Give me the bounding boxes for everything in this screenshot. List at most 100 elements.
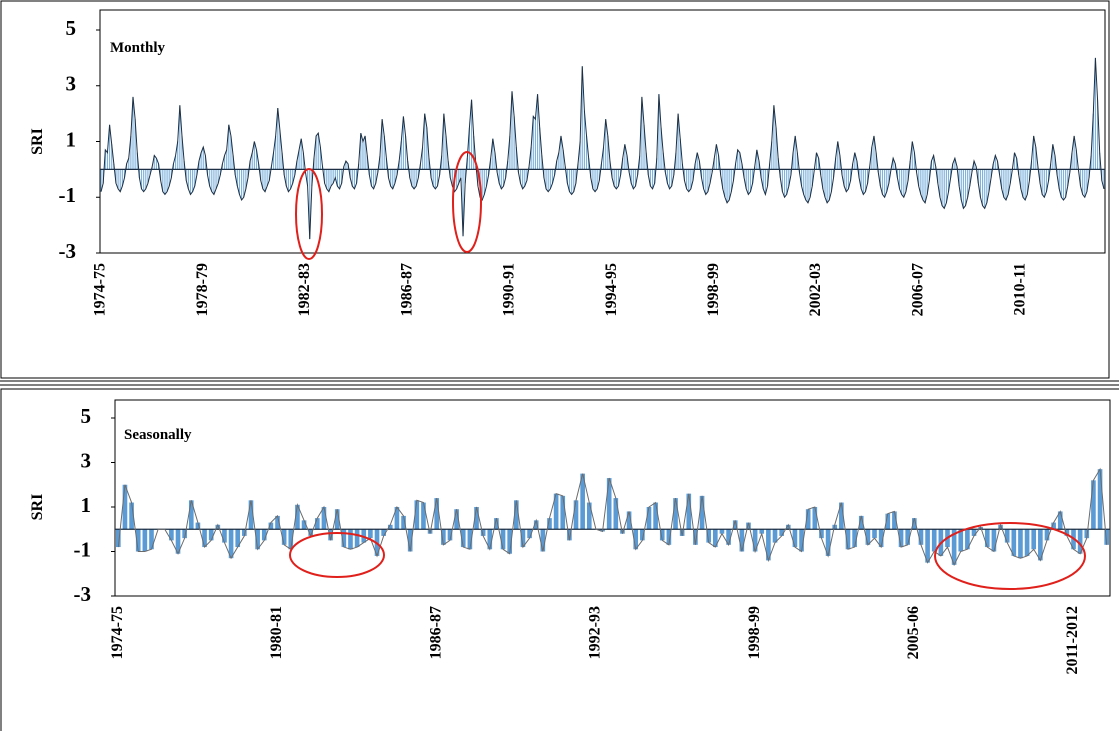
- bar: [1031, 529, 1037, 550]
- bar: [192, 169, 194, 192]
- bar: [149, 169, 151, 175]
- bar: [1022, 169, 1024, 198]
- bar: [121, 169, 123, 187]
- bar: [281, 152, 283, 170]
- bar: [185, 169, 187, 181]
- bar: [123, 169, 126, 178]
- bar: [1041, 169, 1043, 195]
- y-axis-label: SRI: [29, 128, 46, 155]
- bar: [764, 169, 766, 195]
- bar: [586, 502, 592, 530]
- bar: [308, 529, 314, 536]
- bar: [236, 169, 238, 187]
- bar: [926, 169, 928, 195]
- bar: [338, 169, 341, 189]
- bar: [1054, 155, 1056, 170]
- bar: [255, 529, 260, 550]
- bar: [1090, 155, 1092, 170]
- bar: [248, 500, 254, 530]
- bar: [400, 141, 402, 170]
- bar: [245, 169, 247, 189]
- bar: [164, 169, 166, 195]
- bar: [143, 169, 145, 192]
- bar: [223, 155, 226, 170]
- bar: [1039, 169, 1041, 184]
- bar: [911, 518, 917, 530]
- bar: [268, 169, 270, 181]
- bar: [958, 529, 964, 552]
- y-tick-label: 5: [81, 404, 92, 428]
- bar: [545, 169, 547, 189]
- y-axis-label: SRI: [29, 494, 46, 521]
- bar: [654, 169, 656, 184]
- bar: [659, 529, 665, 541]
- bar: [364, 135, 366, 170]
- bar: [771, 141, 773, 170]
- bar: [341, 529, 347, 548]
- bar: [860, 169, 862, 189]
- bar: [594, 169, 596, 192]
- bar: [128, 158, 130, 170]
- bar: [805, 169, 807, 201]
- bar: [971, 529, 977, 536]
- bar: [839, 502, 844, 530]
- bar: [182, 529, 187, 539]
- bar: [262, 169, 264, 189]
- bar: [119, 169, 121, 192]
- bar: [662, 152, 664, 170]
- bar: [762, 169, 764, 189]
- bar: [852, 529, 857, 548]
- bar: [653, 502, 658, 530]
- bar: [679, 529, 685, 536]
- bar: [434, 169, 436, 189]
- bar: [675, 152, 677, 170]
- bar: [1003, 169, 1005, 198]
- y-tick-label: 1: [66, 127, 77, 151]
- bar: [487, 529, 493, 550]
- bar: [194, 169, 196, 187]
- bar: [849, 169, 852, 181]
- bar: [353, 169, 356, 189]
- bar: [132, 96, 134, 170]
- bar: [646, 507, 652, 530]
- x-tick-label: 2011-2012: [1064, 606, 1081, 674]
- bar: [573, 169, 575, 192]
- bar: [409, 169, 411, 178]
- bar: [483, 169, 485, 195]
- bar: [845, 169, 847, 192]
- bar: [414, 500, 420, 530]
- bar: [713, 158, 715, 170]
- bar: [309, 169, 311, 240]
- bar: [875, 152, 877, 170]
- bar: [967, 169, 969, 198]
- bar: [385, 158, 387, 170]
- bar: [536, 94, 539, 170]
- bar: [933, 155, 935, 170]
- bar: [847, 169, 850, 189]
- bar: [981, 169, 984, 206]
- bar: [571, 169, 573, 195]
- bar: [467, 529, 473, 550]
- bar: [703, 169, 705, 189]
- plots: -3 -1 1 3 5 Monthly SRI 1974-75 1978-79 1982-83 19…: [29, 9, 1111, 674]
- bar: [505, 169, 507, 178]
- bar: [696, 152, 698, 170]
- bar: [977, 169, 979, 184]
- bar: [1104, 529, 1110, 545]
- bar: [700, 169, 703, 178]
- bar: [607, 135, 609, 170]
- bar: [115, 529, 121, 548]
- bar: [1035, 147, 1037, 170]
- bar: [805, 509, 811, 530]
- bar: [1004, 529, 1010, 543]
- bar: [677, 113, 679, 170]
- series-line: [117, 467, 1108, 567]
- bar: [984, 169, 986, 209]
- bar: [562, 149, 564, 170]
- bar: [300, 138, 302, 170]
- bar: [722, 169, 724, 189]
- bar: [746, 522, 751, 530]
- bar: [188, 500, 194, 530]
- bar: [421, 502, 426, 530]
- bar: [181, 135, 183, 170]
